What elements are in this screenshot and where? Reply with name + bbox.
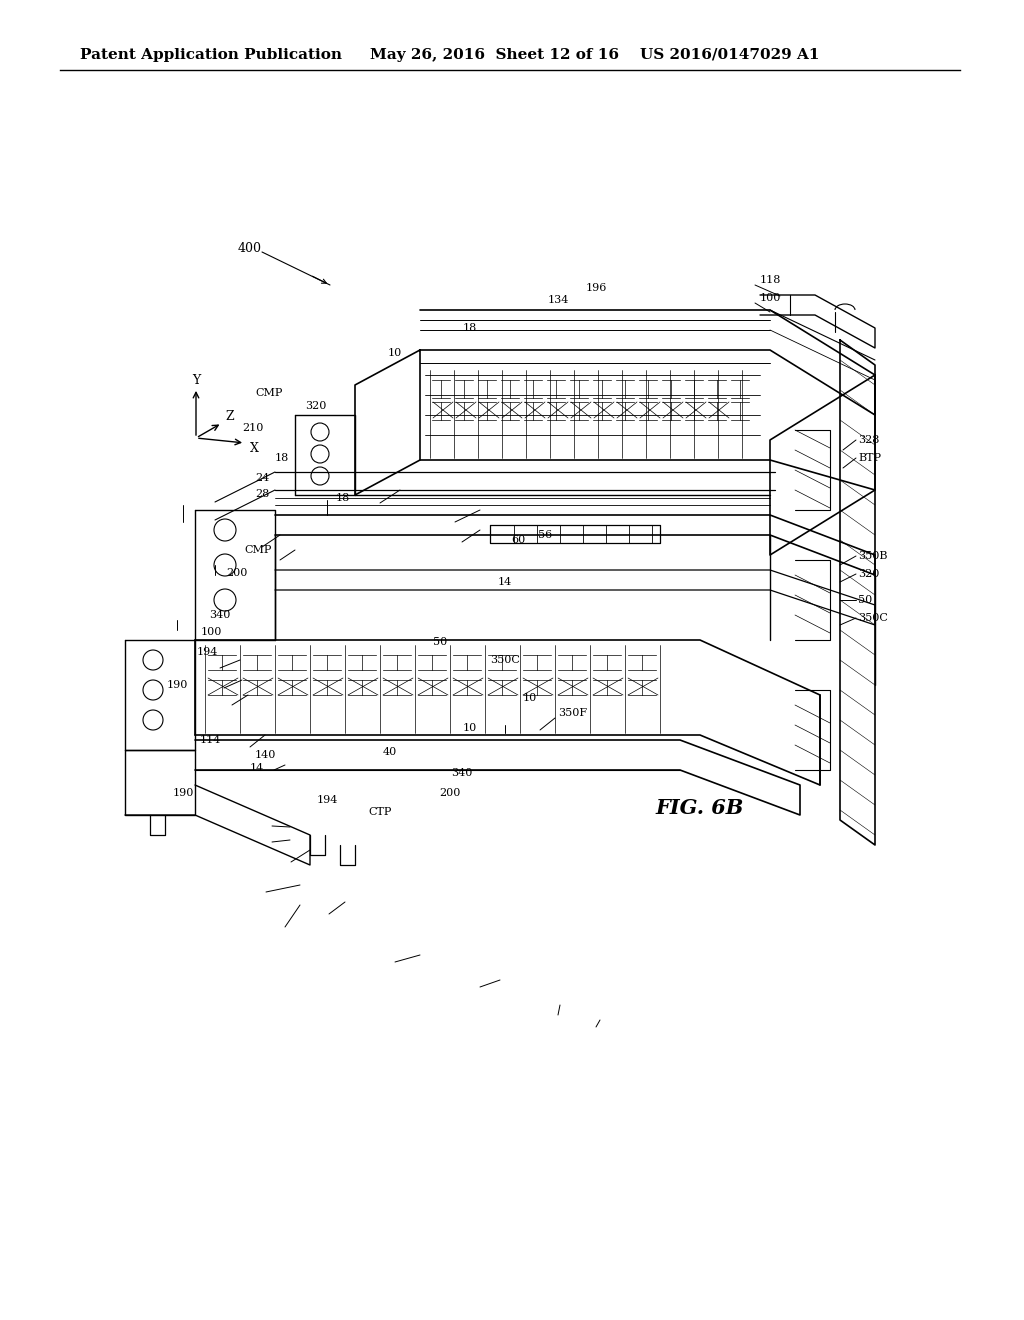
Text: 28: 28 bbox=[256, 488, 270, 499]
Text: 10: 10 bbox=[463, 723, 477, 733]
Text: 340: 340 bbox=[452, 768, 473, 777]
Text: 18: 18 bbox=[274, 453, 289, 463]
Text: 350B: 350B bbox=[858, 550, 888, 561]
Text: 100: 100 bbox=[760, 293, 781, 304]
Text: 210: 210 bbox=[243, 422, 264, 433]
Text: 18: 18 bbox=[463, 323, 477, 333]
Text: 60: 60 bbox=[511, 535, 525, 545]
Text: 320: 320 bbox=[858, 569, 880, 579]
Text: CTP: CTP bbox=[369, 807, 392, 817]
Text: 114: 114 bbox=[200, 735, 221, 744]
Text: 350C: 350C bbox=[858, 612, 888, 623]
Text: 14: 14 bbox=[498, 577, 512, 587]
Text: 194: 194 bbox=[197, 647, 218, 657]
Text: 350F: 350F bbox=[558, 708, 587, 718]
Text: CMP: CMP bbox=[245, 545, 272, 554]
Text: 200: 200 bbox=[439, 788, 461, 799]
Text: 118: 118 bbox=[760, 275, 781, 285]
Text: 50: 50 bbox=[858, 595, 872, 605]
Text: 350C: 350C bbox=[490, 655, 520, 665]
Text: US 2016/0147029 A1: US 2016/0147029 A1 bbox=[640, 48, 819, 62]
Text: 400: 400 bbox=[238, 242, 262, 255]
Text: Z: Z bbox=[225, 409, 234, 422]
Text: 190: 190 bbox=[172, 788, 194, 799]
Text: X: X bbox=[250, 441, 258, 454]
Text: 194: 194 bbox=[316, 795, 338, 805]
Text: CMP: CMP bbox=[256, 388, 283, 399]
Text: 340: 340 bbox=[209, 610, 230, 620]
Text: 50: 50 bbox=[433, 638, 447, 647]
Text: 200: 200 bbox=[226, 568, 248, 578]
Text: 18: 18 bbox=[336, 492, 350, 503]
Text: 140: 140 bbox=[254, 750, 275, 760]
Text: 320: 320 bbox=[305, 401, 327, 411]
Text: 196: 196 bbox=[586, 282, 606, 293]
Text: 100: 100 bbox=[201, 627, 222, 638]
Text: May 26, 2016  Sheet 12 of 16: May 26, 2016 Sheet 12 of 16 bbox=[370, 48, 618, 62]
Text: 56: 56 bbox=[538, 531, 552, 540]
Text: 10: 10 bbox=[388, 348, 402, 358]
Text: 10: 10 bbox=[523, 693, 538, 704]
Text: 40: 40 bbox=[383, 747, 397, 756]
Text: FIG. 6B: FIG. 6B bbox=[655, 799, 744, 818]
Text: 14: 14 bbox=[250, 763, 264, 774]
Text: 134: 134 bbox=[547, 294, 568, 305]
Text: 328: 328 bbox=[858, 436, 880, 445]
Text: BTP: BTP bbox=[858, 453, 881, 463]
Text: Patent Application Publication: Patent Application Publication bbox=[80, 48, 342, 62]
Text: 24: 24 bbox=[256, 473, 270, 483]
Text: 190: 190 bbox=[166, 680, 187, 690]
Text: Y: Y bbox=[191, 374, 200, 387]
